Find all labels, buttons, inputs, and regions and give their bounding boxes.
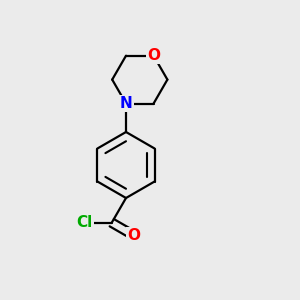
Text: N: N	[120, 96, 132, 111]
Text: O: O	[147, 48, 160, 63]
Text: O: O	[128, 228, 140, 243]
Text: Cl: Cl	[76, 215, 93, 230]
